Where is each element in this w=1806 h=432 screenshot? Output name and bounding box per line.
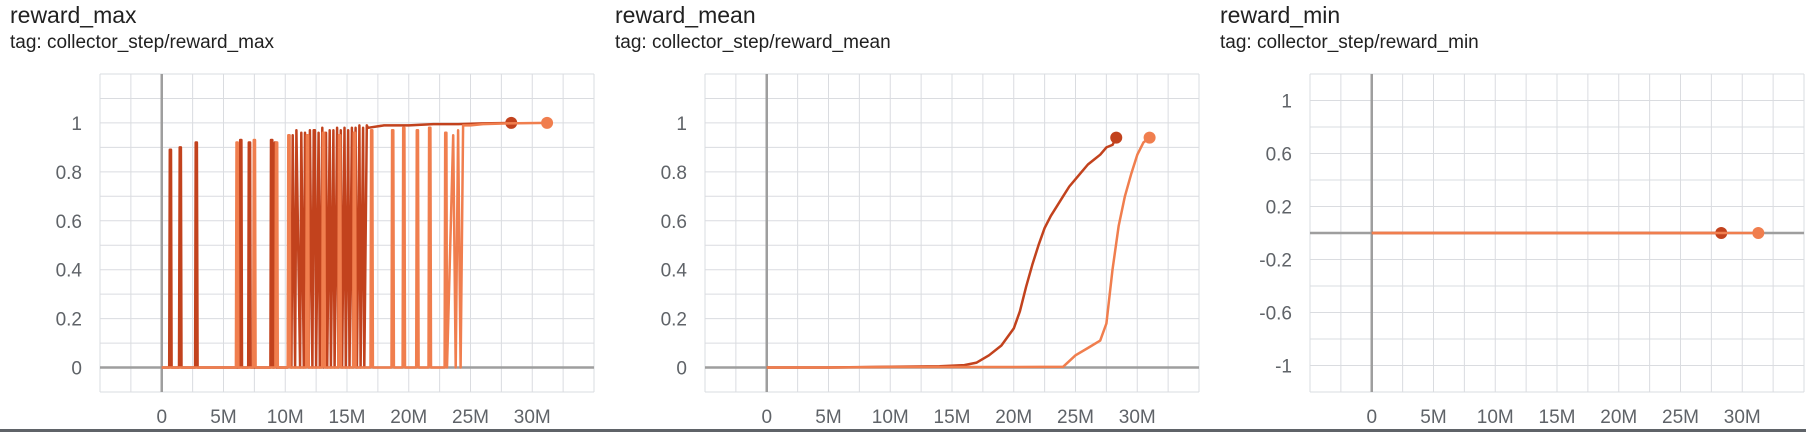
reward-max-panel: reward_max tag: collector_step/reward_ma… [0,0,604,432]
x-tick-label: 30M [1724,407,1761,428]
y-tick-label: 0.2 [56,310,82,331]
series-end-marker-1[interactable] [1143,131,1156,144]
x-tick-label: 25M [1662,407,1699,428]
y-tick-label: 0.4 [661,261,688,282]
x-tick-label: 5M [815,407,841,428]
x-tick-label: 10M [872,407,909,428]
x-tick-label: 15M [934,407,971,428]
y-tick-label: -1 [1275,357,1292,378]
x-tick-label: 30M [514,407,551,428]
y-tick-label: 0 [676,359,687,380]
y-tick-label: 0.2 [661,310,687,331]
series-line-1[interactable] [766,136,1151,369]
y-tick-label: 0 [71,359,82,380]
x-tick-label: 0 [1366,407,1377,428]
x-tick-label: 10M [1477,407,1514,428]
x-tick-label: 20M [1600,407,1637,428]
x-tick-label: 10M [267,407,304,428]
panel-title: reward_max [10,2,137,28]
reward-min-panel: reward_min tag: collector_step/reward_mi… [1210,0,1806,432]
y-tick-label: 0.4 [56,261,83,282]
x-tick-label: 0 [761,407,772,428]
reward-min-chart[interactable]: 0 5M 10M 15M 20M 25M 30M -1 -0.6 -0.2 0.2 0.6 1 [1210,0,1806,432]
y-tick-label: -0.6 [1259,304,1292,325]
y-tick-label: 1 [1281,92,1292,113]
y-tick-label: 0.6 [1266,145,1292,166]
x-tick-label: 5M [210,407,236,428]
y-tick-label: 1 [676,114,687,135]
x-tick-label: 20M [390,407,427,428]
series-line-1[interactable] [161,121,548,369]
panel-title: reward_mean [615,2,756,28]
panel-tag: tag: collector_step/reward_max [10,32,275,53]
x-tick-label: 15M [1539,407,1576,428]
series-end-marker-1[interactable] [541,116,554,129]
reward-max-chart[interactable]: 0 5M 10M 15M 20M 25M 30M 0 0.2 0.4 0.6 0.8 1 [0,0,604,432]
panel-title: reward_min [1220,2,1341,28]
x-tick-label: 0 [156,407,167,428]
y-tick-label: 1 [71,114,82,135]
x-tick-label: 25M [1057,407,1094,428]
series-line-0[interactable] [766,137,1118,369]
bottom-divider [0,429,1806,432]
reward-mean-chart[interactable]: 0 5M 10M 15M 20M 25M 30M 0 0.2 0.4 0.6 0.8 1 [605,0,1209,432]
series-end-marker-1[interactable] [1752,227,1765,239]
y-tick-label: -0.2 [1259,251,1292,272]
reward-mean-panel: reward_mean tag: collector_step/reward_m… [605,0,1209,432]
y-tick-label: 0.2 [1266,198,1292,219]
series-end-marker-0[interactable] [1110,131,1123,144]
panel-tag: tag: collector_step/reward_min [1220,32,1479,53]
y-tick-label: 0.8 [56,163,82,184]
x-tick-label: 20M [995,407,1032,428]
x-tick-label: 25M [452,407,489,428]
y-tick-label: 0.8 [661,163,687,184]
x-tick-label: 15M [329,407,366,428]
y-tick-label: 0.6 [661,212,687,233]
x-tick-label: 30M [1119,407,1156,428]
panel-tag: tag: collector_step/reward_mean [615,32,891,53]
y-tick-label: 0.6 [56,212,82,233]
x-tick-label: 5M [1420,407,1446,428]
